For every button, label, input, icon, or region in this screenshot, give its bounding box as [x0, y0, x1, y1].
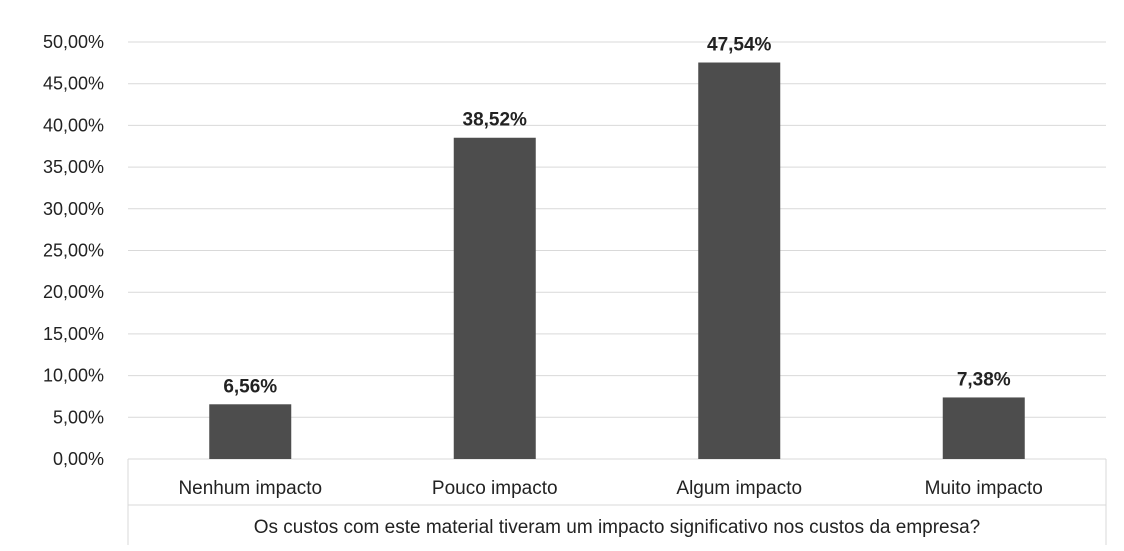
y-tick-label: 20,00%: [43, 282, 104, 302]
y-tick-label: 35,00%: [43, 157, 104, 177]
bar: [453, 137, 536, 459]
x-category-label: Muito impacto: [925, 478, 1043, 499]
bar: [942, 397, 1025, 459]
data-label: 38,52%: [463, 110, 528, 131]
x-category-label: Pouco impacto: [432, 478, 558, 499]
x-category-label: Nenhum impacto: [178, 478, 322, 499]
y-tick-label: 0,00%: [53, 449, 104, 469]
y-tick-label: 10,00%: [43, 366, 104, 386]
y-axis-ticks: 0,00% 5,00% 10,00% 15,00% 20,00% 25,00% 30,00%…: [43, 32, 104, 469]
x-category-label: Algum impacto: [676, 478, 802, 499]
y-tick-label: 45,00%: [43, 74, 104, 94]
y-tick-label: 40,00%: [43, 115, 104, 135]
data-labels: 6,56% 38,52% 47,54% 7,38%: [223, 35, 1010, 398]
bars: [209, 62, 1025, 460]
data-label: 47,54%: [707, 35, 772, 56]
y-tick-label: 30,00%: [43, 199, 104, 219]
y-tick-label: 50,00%: [43, 32, 104, 52]
bar: [209, 404, 292, 459]
data-label: 6,56%: [223, 376, 277, 397]
y-tick-label: 5,00%: [53, 407, 104, 427]
x-axis-categories: Nenhum impacto Pouco impacto Algum impacto…: [178, 478, 1042, 499]
y-tick-label: 15,00%: [43, 324, 104, 344]
x-axis-title: Os custos com este material tiveram um i…: [254, 517, 981, 538]
gridlines: [128, 41, 1106, 418]
bar: [698, 62, 781, 460]
data-label: 7,38%: [957, 369, 1011, 390]
y-tick-label: 25,00%: [43, 241, 104, 261]
